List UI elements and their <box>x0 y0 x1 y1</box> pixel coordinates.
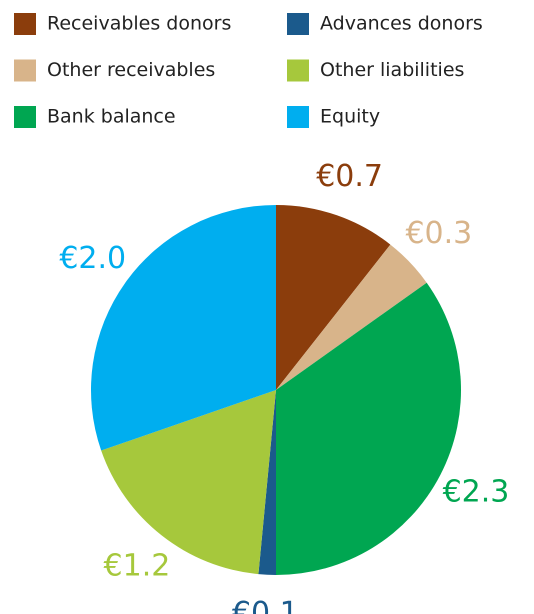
legend-swatch <box>287 106 309 128</box>
pie-slice <box>258 390 276 575</box>
pie-slice <box>276 244 427 390</box>
data-label: €0.7 <box>316 159 383 194</box>
legend-label: Advances donors <box>320 13 483 35</box>
data-label: €2.0 <box>59 241 126 276</box>
legend-swatch <box>14 106 36 128</box>
legend-label: Other receivables <box>47 59 215 81</box>
data-label: €2.3 <box>443 475 510 510</box>
legend-label: Equity <box>320 106 380 128</box>
pie-slice <box>276 205 391 390</box>
legend-swatch <box>287 59 309 82</box>
legend-swatch <box>287 13 309 35</box>
legend-label: Other liabilities <box>320 59 464 81</box>
legend-label: Bank balance <box>47 106 176 128</box>
pie-slice <box>91 205 277 451</box>
pie-slice <box>101 390 276 575</box>
legend-swatch <box>14 59 36 82</box>
data-label: €0.3 <box>405 216 472 251</box>
legend-label: Receivables donors <box>47 13 231 35</box>
data-label: €0.1 <box>232 596 299 614</box>
data-label: €1.2 <box>104 548 171 583</box>
pie-slice <box>276 282 461 575</box>
legend-swatch <box>14 13 36 35</box>
